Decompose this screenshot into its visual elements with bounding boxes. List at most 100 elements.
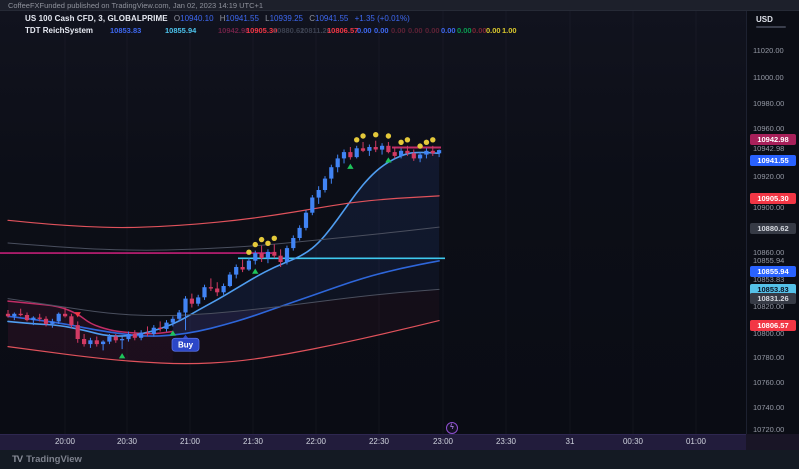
buy-triangle-icon (252, 268, 259, 274)
exit-dot-icon (398, 139, 404, 145)
price-tick-label: 11020.00 (753, 46, 784, 55)
open-value: 10940.10 (180, 14, 214, 23)
indicator-value: 0.00 (425, 26, 440, 35)
price-badge: 10831.26 (750, 292, 796, 304)
indicator-value: 0.00 (441, 26, 456, 35)
signal-markers (74, 132, 436, 359)
exit-dot-icon (246, 249, 252, 255)
price-badge: 10942.98 (750, 133, 796, 145)
price-tick-label: 10820.00 (753, 302, 785, 311)
price-tick-label: 10780.00 (753, 353, 785, 362)
indicator-value: 1.00 (502, 26, 517, 35)
time-tick-label: 23:30 (495, 437, 517, 446)
buy-triangle-icon (385, 157, 392, 163)
indicator-value: 10942.98 (218, 26, 250, 35)
indicator-value: 0.00 (457, 26, 472, 35)
indicator-value: 10811.26 (300, 26, 331, 35)
time-tick-label: 31 (565, 437, 575, 446)
time-tick-label: 22:00 (305, 437, 327, 446)
sell-triangle-icon (74, 312, 81, 318)
time-tick-label: 01:00 (685, 437, 707, 446)
time-tick-label: 23:00 (432, 437, 454, 446)
time-tick-label: 22:30 (368, 437, 390, 446)
indicator-value: 0.00 (472, 26, 487, 35)
buy-triangle-icon (118, 353, 126, 359)
svg-text:Buy: Buy (178, 341, 194, 350)
price-tick-label: 10855.94 (753, 256, 785, 265)
price-badge: 10853.83 (750, 283, 796, 295)
indicator-line-red_upper (7, 195, 440, 229)
indicator-lines (7, 151, 440, 365)
indicator-value: 0.00 (486, 26, 501, 35)
low-label: L (265, 14, 270, 23)
indicator-line-gray_1 (7, 226, 440, 251)
price-tick-label: 10740.00 (753, 403, 785, 412)
legend-indicator-row: TDT ReichSystem 10853.83 10855.94 10942.98… (25, 25, 517, 37)
buy-triangle-icon (347, 163, 354, 169)
currency-subtext (756, 26, 786, 28)
price-tick-label: 10980.00 (753, 99, 785, 108)
price-tick-label: 10900.00 (753, 203, 785, 212)
lightning-event-icon[interactable]: ϟ (446, 422, 458, 434)
exit-dot-icon (265, 240, 271, 246)
axis-corner (746, 434, 799, 450)
tradingview-logo[interactable]: TV TradingView (12, 454, 82, 465)
high-label: H (219, 14, 226, 23)
tradingview-logo-glyph: TV (12, 454, 23, 465)
candles (5, 140, 442, 351)
buy-triangle-icon (169, 330, 177, 336)
tradingview-brand-text: TradingView (26, 454, 82, 465)
price-axis[interactable]: USD 11020.00 11000.00 10980.00 10960.00 1094… (746, 11, 799, 434)
price-tick-label: 10942.98 (753, 144, 785, 153)
candlestick-chart[interactable]: Buy (0, 11, 746, 434)
indicator-value: 10855.94 (165, 26, 197, 35)
price-badge: 10855.94 (750, 265, 796, 277)
price-badge: 10941.55 (750, 154, 796, 166)
indicator-line-red_lower (7, 320, 440, 365)
exit-dot-icon (354, 137, 360, 143)
exit-dot-icon (252, 241, 258, 248)
currency-label: USD (756, 15, 773, 24)
close-value: 10941.55 (315, 14, 349, 23)
indicator-line-line_slow (7, 260, 440, 337)
time-tick-label: 21:30 (242, 437, 264, 446)
exit-dot-icon (430, 137, 436, 143)
indicator-value: 10905.30 (246, 26, 278, 35)
indicator-line-gray_2 (7, 288, 440, 317)
price-tick-label: 10920.00 (753, 172, 785, 181)
price-tick-label: 10960.00 (753, 124, 785, 133)
time-tick-label: 00:30 (622, 437, 644, 446)
exit-dot-icon (258, 236, 265, 243)
exit-dot-icon (417, 143, 423, 149)
low-value: 10939.25 (269, 14, 303, 23)
price-tick-label: 10853.83 (753, 275, 785, 284)
price-tick-label: 10800.00 (753, 329, 785, 338)
indicator-value: 10806.57 (327, 26, 359, 35)
chart-canvas[interactable]: Buy (0, 11, 746, 434)
symbol-title: US 100 Cash CFD, 3, GLOBALPRIME (25, 14, 168, 23)
indicator-value: 10880.62 (273, 26, 305, 35)
indicator-value: 0.00 (408, 26, 423, 35)
price-tick-label: 10760.00 (753, 378, 785, 387)
time-tick-label: 20:30 (116, 437, 138, 446)
close-label: C (309, 14, 315, 23)
exit-dot-icon (385, 133, 392, 139)
exit-dot-icon (423, 139, 430, 145)
open-label: O (173, 14, 181, 23)
time-tick-label: 20:00 (54, 437, 76, 446)
indicator-value: 0.00 (391, 26, 406, 35)
exit-dot-icon (373, 132, 379, 138)
price-tick-label: 10860.00 (753, 248, 785, 257)
grid-lines (64, 11, 697, 434)
indicator-value: 10853.83 (110, 26, 142, 35)
publish-banner: CoffeeFXFunded published on TradingView.… (0, 0, 799, 11)
price-tick-label: 10720.00 (753, 425, 785, 434)
price-badge: 10880.62 (750, 222, 796, 234)
legend-symbol-row: US 100 Cash CFD, 3, GLOBALPRIME O10940.1… (25, 13, 410, 25)
indicator-name: TDT ReichSystem (25, 26, 94, 35)
high-value: 10941.55 (225, 14, 259, 23)
price-tick-label: 11000.00 (753, 73, 784, 82)
time-axis[interactable]: 20:00 20:30 21:00 21:30 22:00 22:30 23:00 23:30… (0, 434, 746, 451)
indicator-value: 0.00 (374, 26, 389, 35)
price-badge: 10905.30 (750, 192, 796, 204)
